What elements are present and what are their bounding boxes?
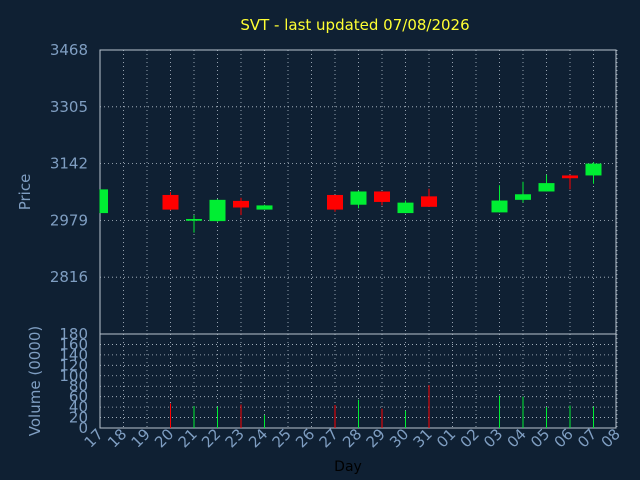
candle-24 bbox=[256, 204, 273, 210]
candle-body bbox=[100, 189, 108, 214]
chart-title: SVT - last updated 07/08/2026 bbox=[240, 16, 469, 34]
candle-body bbox=[374, 191, 390, 202]
candle-21 bbox=[186, 215, 202, 233]
candle-27 bbox=[327, 194, 343, 212]
candle-04 bbox=[515, 181, 531, 203]
candle-body bbox=[562, 175, 578, 179]
candle-05 bbox=[538, 174, 555, 192]
price-tick-label: 3305 bbox=[50, 98, 88, 116]
volume-tick-label: 120 bbox=[59, 356, 88, 374]
price-tick-label: 3142 bbox=[50, 155, 88, 173]
candle-23 bbox=[233, 197, 249, 216]
price-y-axis: 2816 2979 3142 3305 3468 bbox=[50, 41, 88, 286]
price-tick-label: 3468 bbox=[50, 41, 88, 59]
candle-body bbox=[350, 191, 367, 205]
candle-body bbox=[162, 194, 179, 210]
price-tick-label: 2979 bbox=[50, 211, 88, 229]
volume-tick-label: 140 bbox=[59, 346, 88, 364]
volume-tick-label: 80 bbox=[69, 377, 88, 395]
volume-tick-label: 20 bbox=[69, 409, 88, 427]
candle-17 bbox=[99, 189, 108, 214]
candle-31 bbox=[421, 188, 437, 207]
volume-tick-label: 100 bbox=[59, 367, 88, 385]
x-axis-label: Day bbox=[334, 459, 362, 475]
candle-body bbox=[421, 196, 437, 207]
candle-body bbox=[209, 199, 226, 222]
candle-28 bbox=[350, 190, 367, 209]
candle-07 bbox=[585, 162, 602, 184]
candle-body bbox=[233, 200, 249, 208]
price-grid bbox=[100, 50, 618, 334]
price-panel: 2816 2979 3142 3305 3468 Price bbox=[16, 41, 618, 335]
day-x-axis: 1718192021222324252627282930310102030405… bbox=[81, 425, 624, 451]
candle-body bbox=[397, 202, 414, 214]
candle-20 bbox=[162, 192, 179, 211]
volume-tick-label: 40 bbox=[69, 398, 88, 416]
volume-tick-label: 0 bbox=[78, 419, 88, 437]
price-axis-label: Price bbox=[16, 174, 34, 211]
volume-tick-label: 160 bbox=[59, 335, 88, 353]
candle-body bbox=[585, 163, 602, 176]
price-tick-label: 2816 bbox=[50, 268, 88, 286]
candle-body bbox=[491, 200, 508, 213]
volume-axis-label: Volume (0000) bbox=[26, 326, 44, 436]
candle-29 bbox=[374, 191, 390, 206]
candle-body bbox=[186, 219, 202, 221]
candle-body bbox=[256, 205, 273, 210]
candle-body bbox=[515, 194, 531, 200]
candle-30 bbox=[397, 200, 414, 214]
candle-body bbox=[538, 183, 555, 192]
candle-03 bbox=[491, 185, 508, 213]
volume-tick-label: 180 bbox=[59, 325, 88, 343]
volume-tick-label: 60 bbox=[69, 388, 88, 406]
candle-body bbox=[327, 194, 343, 210]
volume-bars bbox=[170, 385, 594, 428]
candle-06 bbox=[562, 174, 578, 190]
candles bbox=[99, 162, 602, 233]
candle-22 bbox=[209, 199, 226, 222]
